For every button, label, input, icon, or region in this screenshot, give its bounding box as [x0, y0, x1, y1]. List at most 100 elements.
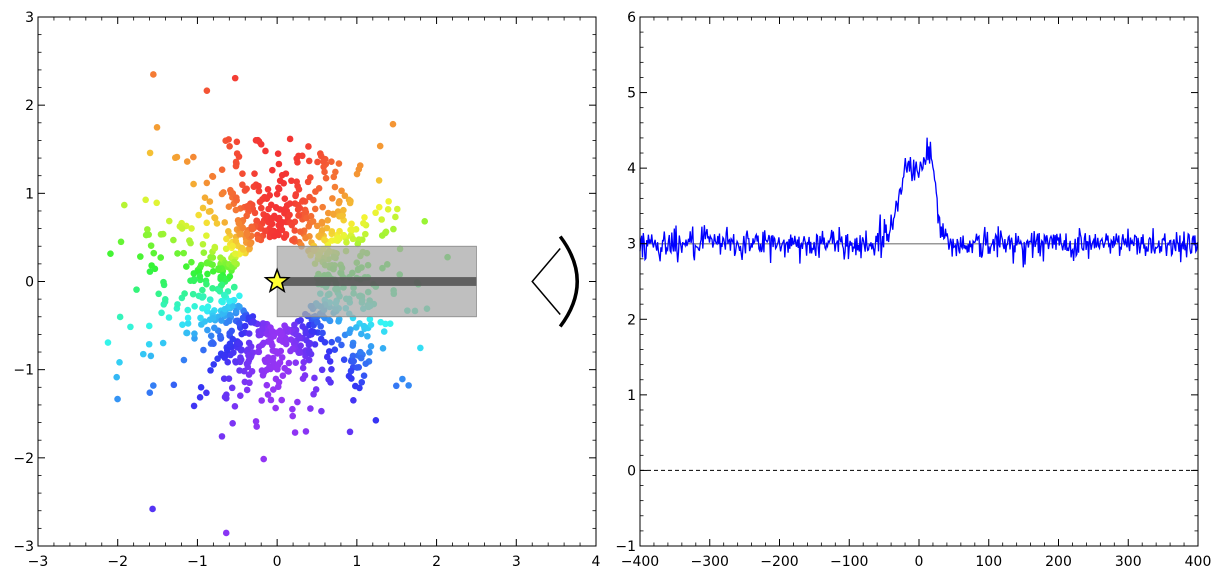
- scatter-point: [203, 219, 211, 227]
- scatter-point: [218, 166, 226, 174]
- y-tick-label: −3: [13, 539, 34, 555]
- scatter-point: [377, 318, 385, 326]
- scatter-point: [362, 230, 369, 238]
- scatter-point: [379, 345, 387, 352]
- scatter-point: [253, 423, 260, 430]
- scatter-point: [153, 124, 161, 131]
- scatter-point: [217, 332, 224, 340]
- scatter-point: [239, 314, 247, 322]
- scatter-point: [180, 249, 187, 257]
- scatter-point: [221, 219, 229, 226]
- scatter-point: [263, 381, 271, 389]
- scatter-point: [253, 217, 261, 225]
- scatter-point: [318, 218, 326, 226]
- scatter-point: [274, 365, 281, 373]
- scatter-point: [205, 208, 213, 215]
- scatter-point: [286, 211, 293, 219]
- scatter-point: [291, 227, 299, 234]
- y-tick-label: 1: [25, 186, 34, 202]
- scatter-point: [174, 301, 181, 308]
- scatter-point: [241, 378, 249, 386]
- x-tick-label: −200: [760, 554, 798, 570]
- scatter-point: [264, 391, 272, 398]
- scatter-point: [295, 334, 303, 342]
- scatter-point: [203, 259, 211, 267]
- scatter-point: [385, 198, 392, 205]
- scatter-point: [361, 214, 368, 221]
- scatter-point: [231, 74, 239, 82]
- scatter-point: [349, 352, 357, 360]
- scatter-point: [184, 320, 192, 327]
- scatter-point: [184, 314, 192, 322]
- scatter-point: [174, 250, 181, 257]
- scatter-point: [218, 297, 225, 305]
- scatter-point: [417, 344, 424, 352]
- scatter-point: [188, 225, 195, 232]
- scatter-point: [312, 386, 320, 393]
- scatter-point: [243, 185, 250, 193]
- scatter-point: [231, 403, 239, 410]
- scatter-point: [367, 342, 375, 350]
- scatter-point: [215, 265, 222, 272]
- scatter-point: [318, 366, 326, 374]
- scatter-point: [328, 228, 336, 235]
- scatter-point: [260, 339, 267, 347]
- scatter-point: [320, 158, 327, 165]
- scatter-point: [288, 177, 295, 185]
- scatter-point: [159, 339, 167, 347]
- scatter-point: [352, 324, 360, 331]
- scatter-point: [222, 245, 230, 253]
- scatter-point: [231, 258, 238, 266]
- scatter-point: [191, 303, 198, 310]
- scatter-point: [340, 356, 348, 363]
- spectrum-line: [639, 137, 1199, 268]
- scatter-point: [390, 225, 397, 233]
- scatter-point: [360, 372, 368, 380]
- scatter-point: [144, 226, 151, 233]
- scatter-point: [302, 329, 310, 336]
- scatter-point: [326, 358, 334, 365]
- scatter-point: [145, 322, 153, 330]
- scatter-point: [285, 359, 293, 367]
- scatter-point: [262, 147, 269, 155]
- scatter-point: [276, 217, 283, 225]
- scatter-point: [243, 386, 251, 394]
- x-tick-label: 0: [915, 554, 924, 570]
- scatter-point: [315, 184, 323, 192]
- scatter-point: [150, 71, 157, 78]
- scatter-point: [300, 358, 308, 366]
- scatter-point: [218, 281, 226, 289]
- scatter-point: [235, 219, 243, 227]
- scatter-point: [271, 232, 278, 240]
- scatter-point: [150, 382, 157, 389]
- scatter-point: [146, 149, 154, 157]
- scatter-point: [366, 315, 374, 323]
- scatter-point: [355, 166, 363, 173]
- scatter-point: [275, 185, 283, 193]
- scatter-point: [392, 382, 400, 390]
- scatter-point: [331, 183, 339, 191]
- scatter-point: [322, 174, 330, 182]
- scatter-point: [317, 152, 325, 160]
- scatter-point: [338, 341, 345, 349]
- scatter-point: [314, 158, 321, 166]
- scatter-point: [340, 231, 348, 239]
- scatter-point: [345, 372, 353, 380]
- star-marker: [263, 267, 291, 293]
- scatter-point: [310, 390, 317, 398]
- scatter-point: [297, 342, 304, 349]
- scatter-point: [252, 418, 260, 425]
- scatter-point: [284, 328, 292, 335]
- scatter-point: [301, 372, 309, 379]
- y-tick-label: 0: [25, 275, 34, 291]
- scatter-point: [255, 182, 262, 190]
- scatter-point: [191, 330, 198, 337]
- scatter-point: [227, 189, 235, 197]
- scatter-point: [349, 226, 356, 234]
- x-tick-label: −2: [107, 554, 128, 570]
- spectrum-frame: [639, 16, 1199, 547]
- scatter-point: [211, 214, 218, 221]
- scatter-point: [252, 136, 260, 144]
- scatter-point: [104, 339, 112, 346]
- scatter-point: [203, 179, 211, 187]
